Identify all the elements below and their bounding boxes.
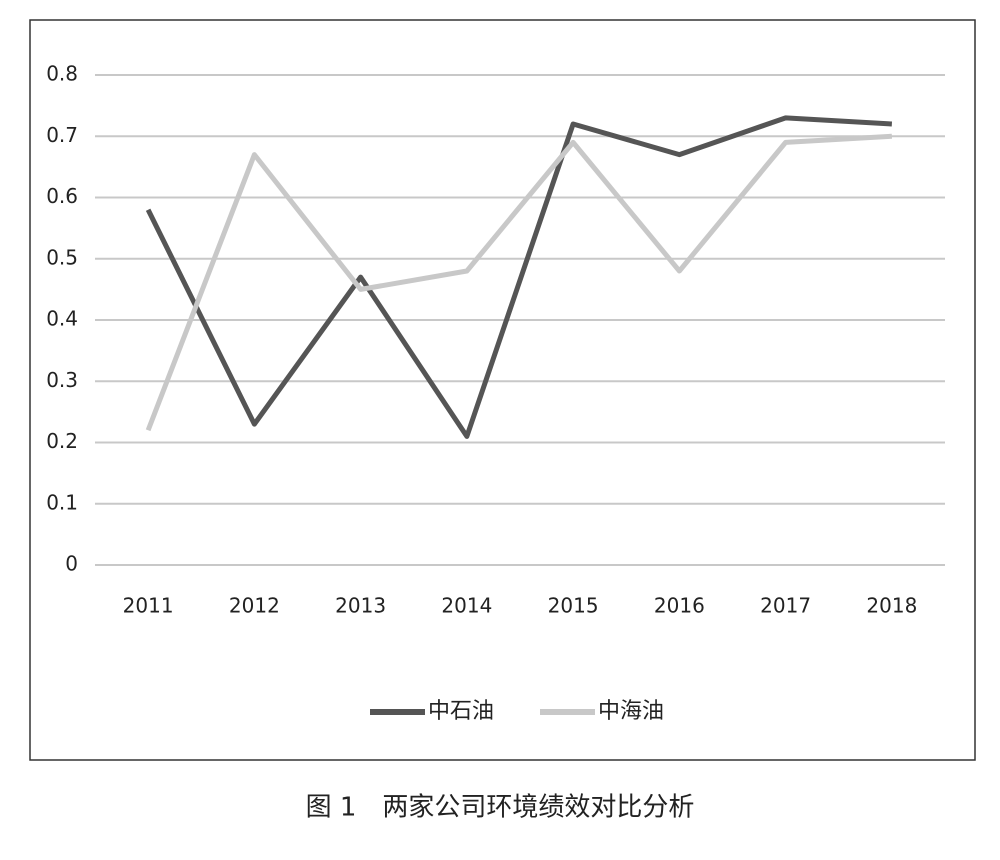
y-tick-label: 0 bbox=[65, 552, 78, 576]
y-tick-label: 0.3 bbox=[46, 368, 78, 392]
x-tick-label: 2012 bbox=[229, 594, 280, 618]
y-tick-label: 0.7 bbox=[46, 123, 78, 147]
y-tick-label: 0.2 bbox=[46, 429, 78, 453]
x-tick-label: 2016 bbox=[654, 594, 705, 618]
chart-frame bbox=[29, 19, 976, 761]
y-tick-label: 0.6 bbox=[46, 184, 78, 208]
x-tick-label: 2018 bbox=[866, 594, 917, 618]
x-tick-label: 2015 bbox=[548, 594, 599, 618]
y-tick-label: 0.8 bbox=[46, 62, 78, 86]
x-tick-label: 2017 bbox=[760, 594, 811, 618]
series-line bbox=[145, 115, 893, 439]
y-tick-label: 0.4 bbox=[46, 307, 78, 331]
legend-label: 中石油 bbox=[428, 699, 494, 724]
x-tick-label: 2013 bbox=[335, 594, 386, 618]
caption: 图 1 两家公司环境绩效对比分析 bbox=[306, 793, 695, 823]
series-line bbox=[145, 133, 893, 432]
x-tick-label: 2011 bbox=[123, 594, 174, 618]
x-tick-label: 2014 bbox=[441, 594, 492, 618]
y-tick-label: 0.5 bbox=[46, 245, 78, 269]
y-tick-label: 0.1 bbox=[46, 490, 78, 514]
legend-label: 中海油 bbox=[598, 699, 664, 724]
